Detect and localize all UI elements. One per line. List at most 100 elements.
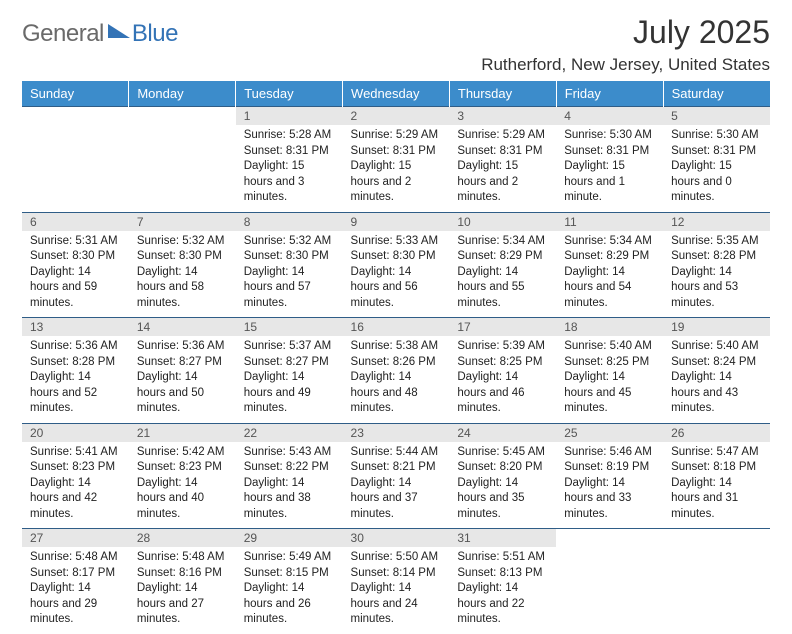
sunrise-text: Sunrise: 5:36 AM bbox=[30, 339, 121, 355]
calendar-day-cell: 1Sunrise: 5:28 AMSunset: 8:31 PMDaylight… bbox=[236, 107, 343, 213]
sunrise-text: Sunrise: 5:46 AM bbox=[564, 445, 655, 461]
sunrise-text: Sunrise: 5:32 AM bbox=[137, 234, 228, 250]
day-details: Sunrise: 5:48 AMSunset: 8:17 PMDaylight:… bbox=[22, 547, 129, 634]
sunrise-text: Sunrise: 5:50 AM bbox=[351, 550, 442, 566]
sunrise-text: Sunrise: 5:29 AM bbox=[351, 128, 442, 144]
sunset-text: Sunset: 8:30 PM bbox=[244, 249, 335, 265]
sunrise-text: Sunrise: 5:37 AM bbox=[244, 339, 335, 355]
day-details: Sunrise: 5:43 AMSunset: 8:22 PMDaylight:… bbox=[236, 442, 343, 529]
day-details: Sunrise: 5:32 AMSunset: 8:30 PMDaylight:… bbox=[129, 231, 236, 318]
day-number: 6 bbox=[22, 213, 129, 231]
day-number: 22 bbox=[236, 424, 343, 442]
weekday-header: Wednesday bbox=[343, 81, 450, 107]
sunrise-text: Sunrise: 5:47 AM bbox=[671, 445, 762, 461]
day-details: Sunrise: 5:29 AMSunset: 8:31 PMDaylight:… bbox=[449, 125, 556, 212]
day-details: Sunrise: 5:48 AMSunset: 8:16 PMDaylight:… bbox=[129, 547, 236, 634]
day-number: 18 bbox=[556, 318, 663, 336]
sunrise-text: Sunrise: 5:39 AM bbox=[457, 339, 548, 355]
daylight-text: Daylight: 14 hours and 50 minutes. bbox=[137, 370, 228, 417]
calendar-week-row: 20Sunrise: 5:41 AMSunset: 8:23 PMDayligh… bbox=[22, 423, 770, 529]
day-number: 9 bbox=[343, 213, 450, 231]
day-number: 10 bbox=[449, 213, 556, 231]
sunset-text: Sunset: 8:28 PM bbox=[30, 355, 121, 371]
calendar-day-cell: 10Sunrise: 5:34 AMSunset: 8:29 PMDayligh… bbox=[449, 212, 556, 318]
daylight-text: Daylight: 14 hours and 38 minutes. bbox=[244, 476, 335, 523]
calendar-day-cell: 17Sunrise: 5:39 AMSunset: 8:25 PMDayligh… bbox=[449, 318, 556, 424]
calendar-day-cell: .. bbox=[129, 107, 236, 213]
sunset-text: Sunset: 8:27 PM bbox=[244, 355, 335, 371]
day-number: 12 bbox=[663, 213, 770, 231]
daylight-text: Daylight: 14 hours and 43 minutes. bbox=[671, 370, 762, 417]
sunset-text: Sunset: 8:31 PM bbox=[244, 144, 335, 160]
sunset-text: Sunset: 8:23 PM bbox=[30, 460, 121, 476]
day-details: Sunrise: 5:39 AMSunset: 8:25 PMDaylight:… bbox=[449, 336, 556, 423]
day-details: Sunrise: 5:32 AMSunset: 8:30 PMDaylight:… bbox=[236, 231, 343, 318]
weekday-header: Friday bbox=[556, 81, 663, 107]
sunset-text: Sunset: 8:17 PM bbox=[30, 566, 121, 582]
calendar-day-cell: 8Sunrise: 5:32 AMSunset: 8:30 PMDaylight… bbox=[236, 212, 343, 318]
sunset-text: Sunset: 8:18 PM bbox=[671, 460, 762, 476]
daylight-text: Daylight: 14 hours and 45 minutes. bbox=[564, 370, 655, 417]
day-details: Sunrise: 5:37 AMSunset: 8:27 PMDaylight:… bbox=[236, 336, 343, 423]
day-details: Sunrise: 5:42 AMSunset: 8:23 PMDaylight:… bbox=[129, 442, 236, 529]
calendar-day-cell: 25Sunrise: 5:46 AMSunset: 8:19 PMDayligh… bbox=[556, 423, 663, 529]
sunrise-text: Sunrise: 5:35 AM bbox=[671, 234, 762, 250]
daylight-text: Daylight: 14 hours and 55 minutes. bbox=[457, 265, 548, 312]
daylight-text: Daylight: 14 hours and 22 minutes. bbox=[457, 581, 548, 628]
weekday-header: Tuesday bbox=[236, 81, 343, 107]
daylight-text: Daylight: 14 hours and 33 minutes. bbox=[564, 476, 655, 523]
sunrise-text: Sunrise: 5:40 AM bbox=[671, 339, 762, 355]
calendar-day-cell: 15Sunrise: 5:37 AMSunset: 8:27 PMDayligh… bbox=[236, 318, 343, 424]
calendar-day-cell: 9Sunrise: 5:33 AMSunset: 8:30 PMDaylight… bbox=[343, 212, 450, 318]
sunrise-text: Sunrise: 5:51 AM bbox=[457, 550, 548, 566]
calendar-day-cell: 13Sunrise: 5:36 AMSunset: 8:28 PMDayligh… bbox=[22, 318, 129, 424]
daylight-text: Daylight: 14 hours and 58 minutes. bbox=[137, 265, 228, 312]
day-details: Sunrise: 5:36 AMSunset: 8:28 PMDaylight:… bbox=[22, 336, 129, 423]
calendar-day-cell: 29Sunrise: 5:49 AMSunset: 8:15 PMDayligh… bbox=[236, 529, 343, 634]
day-details: Sunrise: 5:41 AMSunset: 8:23 PMDaylight:… bbox=[22, 442, 129, 529]
day-number: 5 bbox=[663, 107, 770, 125]
weekday-header: Thursday bbox=[449, 81, 556, 107]
calendar-day-cell: 22Sunrise: 5:43 AMSunset: 8:22 PMDayligh… bbox=[236, 423, 343, 529]
calendar-week-row: ....1Sunrise: 5:28 AMSunset: 8:31 PMDayl… bbox=[22, 107, 770, 213]
calendar-day-cell: 23Sunrise: 5:44 AMSunset: 8:21 PMDayligh… bbox=[343, 423, 450, 529]
day-details: Sunrise: 5:34 AMSunset: 8:29 PMDaylight:… bbox=[556, 231, 663, 318]
weekday-header: Saturday bbox=[663, 81, 770, 107]
calendar-week-row: 13Sunrise: 5:36 AMSunset: 8:28 PMDayligh… bbox=[22, 318, 770, 424]
sunset-text: Sunset: 8:14 PM bbox=[351, 566, 442, 582]
calendar-body: ....1Sunrise: 5:28 AMSunset: 8:31 PMDayl… bbox=[22, 107, 770, 634]
day-number: 4 bbox=[556, 107, 663, 125]
document-header: General Blue July 2025 Rutherford, New J… bbox=[22, 14, 770, 75]
calendar-day-cell: 20Sunrise: 5:41 AMSunset: 8:23 PMDayligh… bbox=[22, 423, 129, 529]
sunset-text: Sunset: 8:29 PM bbox=[457, 249, 548, 265]
calendar-week-row: 6Sunrise: 5:31 AMSunset: 8:30 PMDaylight… bbox=[22, 212, 770, 318]
sunset-text: Sunset: 8:30 PM bbox=[30, 249, 121, 265]
day-number: 11 bbox=[556, 213, 663, 231]
day-number: 7 bbox=[129, 213, 236, 231]
sunset-text: Sunset: 8:31 PM bbox=[457, 144, 548, 160]
day-number: 27 bbox=[22, 529, 129, 547]
calendar-day-cell: 30Sunrise: 5:50 AMSunset: 8:14 PMDayligh… bbox=[343, 529, 450, 634]
sunset-text: Sunset: 8:26 PM bbox=[351, 355, 442, 371]
calendar-day-cell: .. bbox=[663, 529, 770, 634]
sunrise-text: Sunrise: 5:48 AM bbox=[30, 550, 121, 566]
day-number: 26 bbox=[663, 424, 770, 442]
sunrise-text: Sunrise: 5:49 AM bbox=[244, 550, 335, 566]
day-number: 16 bbox=[343, 318, 450, 336]
day-number: 25 bbox=[556, 424, 663, 442]
daylight-text: Daylight: 15 hours and 3 minutes. bbox=[244, 159, 335, 206]
logo-triangle-icon bbox=[108, 24, 130, 38]
day-details: Sunrise: 5:50 AMSunset: 8:14 PMDaylight:… bbox=[343, 547, 450, 634]
calendar-day-cell: 7Sunrise: 5:32 AMSunset: 8:30 PMDaylight… bbox=[129, 212, 236, 318]
daylight-text: Daylight: 14 hours and 24 minutes. bbox=[351, 581, 442, 628]
day-number: 2 bbox=[343, 107, 450, 125]
sunset-text: Sunset: 8:25 PM bbox=[564, 355, 655, 371]
day-details: Sunrise: 5:38 AMSunset: 8:26 PMDaylight:… bbox=[343, 336, 450, 423]
sunrise-text: Sunrise: 5:32 AM bbox=[244, 234, 335, 250]
sunset-text: Sunset: 8:29 PM bbox=[564, 249, 655, 265]
sunrise-text: Sunrise: 5:48 AM bbox=[137, 550, 228, 566]
sunset-text: Sunset: 8:24 PM bbox=[671, 355, 762, 371]
day-details: Sunrise: 5:31 AMSunset: 8:30 PMDaylight:… bbox=[22, 231, 129, 318]
day-number: 17 bbox=[449, 318, 556, 336]
title-block: July 2025 Rutherford, New Jersey, United… bbox=[481, 14, 770, 75]
